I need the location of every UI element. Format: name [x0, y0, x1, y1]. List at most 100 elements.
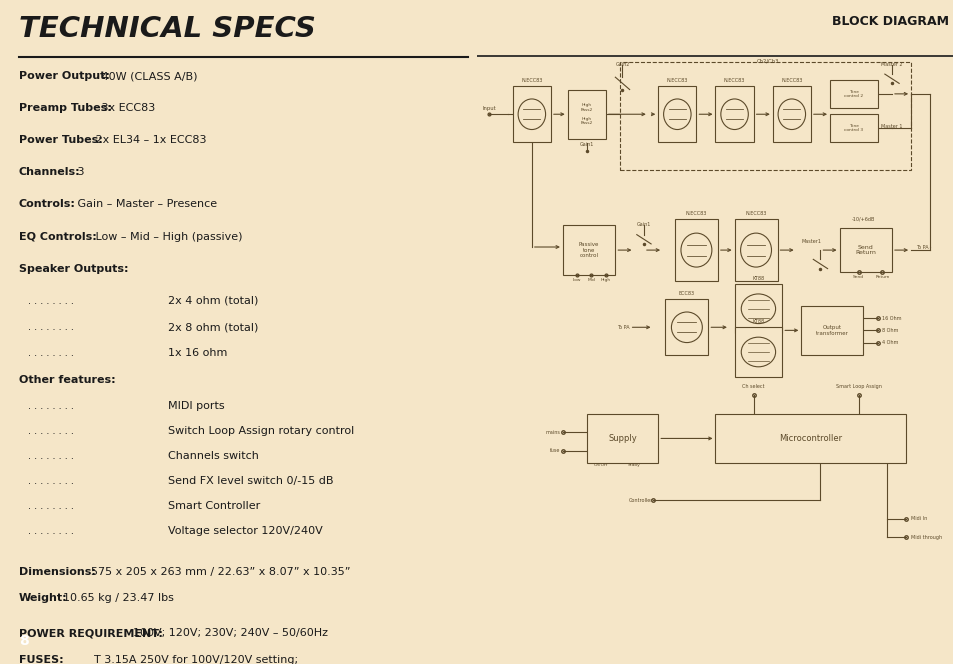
Text: -10/+6dB: -10/+6dB [851, 216, 874, 221]
Text: 2x EL34 – 1x ECC83: 2x EL34 – 1x ECC83 [91, 135, 206, 145]
Text: Switch Loop Assign rotary control: Switch Loop Assign rotary control [169, 426, 355, 436]
Text: Ch select: Ch select [741, 384, 764, 389]
Bar [513, 86, 551, 142]
Text: On/Off: On/Off [594, 463, 607, 467]
Bar [734, 284, 781, 333]
Text: KT88: KT88 [752, 319, 763, 324]
Text: Controls:: Controls: [19, 199, 75, 209]
Text: . . . . . . . .: . . . . . . . . [29, 527, 74, 537]
Text: High
Pass2

High
Pass2: High Pass2 High Pass2 [580, 103, 592, 125]
Bar [829, 114, 877, 142]
Text: 2x 4 ohm (total): 2x 4 ohm (total) [169, 295, 258, 306]
Text: Ch2/Ch3: Ch2/Ch3 [756, 58, 779, 64]
Text: Weight:: Weight: [19, 593, 68, 603]
Text: Low – Mid – High (passive): Low – Mid – High (passive) [91, 232, 242, 242]
Bar [562, 225, 615, 275]
Text: N.ECC83: N.ECC83 [685, 211, 706, 216]
Text: BLOCK DIAGRAM: BLOCK DIAGRAM [831, 15, 948, 29]
Text: Midi In: Midi In [910, 516, 926, 521]
Text: Gain – Master – Presence: Gain – Master – Presence [73, 199, 216, 209]
Text: POWER REQUIREMENT:: POWER REQUIREMENT: [19, 629, 163, 639]
Text: Speaker Outputs:: Speaker Outputs: [19, 264, 129, 274]
Text: . . . . . . . .: . . . . . . . . [29, 501, 74, 511]
Text: 100V; 120V; 230V; 240V – 50/60Hz: 100V; 120V; 230V; 240V – 50/60Hz [133, 629, 328, 639]
Text: High: High [600, 278, 610, 282]
Bar [586, 414, 658, 463]
Text: Voltage selector 120V/240V: Voltage selector 120V/240V [169, 527, 323, 537]
Bar [772, 86, 810, 142]
Text: 8: 8 [19, 633, 29, 648]
Bar [734, 219, 777, 281]
Text: Preamp Tubes:: Preamp Tubes: [19, 103, 112, 113]
Text: . . . . . . . .: . . . . . . . . [29, 452, 74, 461]
Text: Other features:: Other features: [19, 374, 115, 384]
Bar [715, 86, 753, 142]
Text: EQ Controls:: EQ Controls: [19, 232, 96, 242]
Text: 3x ECC83: 3x ECC83 [98, 103, 155, 113]
Ellipse shape [517, 99, 545, 129]
Bar [801, 305, 862, 355]
Ellipse shape [663, 99, 690, 129]
Text: . . . . . . . .: . . . . . . . . [29, 322, 74, 332]
Text: Channels switch: Channels switch [169, 452, 259, 461]
Text: Gain1: Gain1 [578, 142, 594, 147]
Text: T 3.15A 250V for 100V/120V setting;: T 3.15A 250V for 100V/120V setting; [93, 655, 297, 664]
Text: 16 Ohm: 16 Ohm [882, 315, 901, 321]
Text: N.ECC83: N.ECC83 [781, 78, 801, 84]
Text: fuse: fuse [550, 448, 559, 454]
Bar [658, 86, 696, 142]
Ellipse shape [740, 294, 775, 323]
Text: Gain1: Gain1 [636, 222, 651, 227]
Text: 3: 3 [73, 167, 84, 177]
Ellipse shape [720, 99, 747, 129]
Ellipse shape [671, 312, 701, 343]
Text: Send
Return: Send Return [855, 245, 875, 256]
Ellipse shape [778, 99, 804, 129]
Bar [839, 228, 891, 272]
Text: Microcontroller: Microcontroller [779, 434, 841, 443]
Text: Channels:: Channels: [19, 167, 80, 177]
Text: Smart Loop Assign: Smart Loop Assign [835, 384, 881, 389]
Text: Return: Return [874, 275, 889, 279]
Bar [665, 299, 707, 355]
Text: Controller: Controller [628, 498, 653, 503]
Text: . . . . . . . .: . . . . . . . . [29, 349, 74, 359]
Text: Stdby: Stdby [627, 463, 640, 467]
Text: MIDI ports: MIDI ports [169, 401, 225, 411]
Text: Tone
control 2: Tone control 2 [843, 90, 862, 98]
Text: Dimensions:: Dimensions: [19, 567, 95, 577]
Bar [715, 414, 905, 463]
Text: 8 Ohm: 8 Ohm [882, 328, 898, 333]
Text: FUSES:: FUSES: [19, 655, 64, 664]
Text: N.ECC83: N.ECC83 [744, 211, 766, 216]
Text: N.ECC83: N.ECC83 [666, 78, 687, 84]
Text: Smart Controller: Smart Controller [169, 501, 260, 511]
Text: Send: Send [852, 275, 863, 279]
Text: 575 x 205 x 263 mm / 22.63” x 8.07” x 10.35”: 575 x 205 x 263 mm / 22.63” x 8.07” x 10… [91, 567, 351, 577]
Text: Input: Input [481, 106, 496, 111]
Text: 10.65 kg / 23.47 lbs: 10.65 kg / 23.47 lbs [63, 593, 174, 603]
Text: Master1: Master1 [801, 239, 821, 244]
Text: TECHNICAL SPECS: TECHNICAL SPECS [19, 15, 315, 43]
Text: Passive
tone
control: Passive tone control [578, 242, 598, 258]
Bar [674, 219, 717, 281]
Text: . . . . . . . .: . . . . . . . . [29, 295, 74, 306]
Text: . . . . . . . .: . . . . . . . . [29, 401, 74, 411]
Text: Mid: Mid [587, 278, 595, 282]
Text: Supply: Supply [607, 434, 637, 443]
Text: Power Tubes:: Power Tubes: [19, 135, 103, 145]
Text: 2x 8 ohm (total): 2x 8 ohm (total) [169, 322, 258, 332]
Text: N.ECC83: N.ECC83 [520, 78, 542, 84]
Text: To PA: To PA [915, 245, 927, 250]
Ellipse shape [740, 233, 771, 267]
Text: . . . . . . . .: . . . . . . . . [29, 476, 74, 486]
Text: Output
transformer: Output transformer [815, 325, 848, 336]
Ellipse shape [680, 233, 711, 267]
Text: Power Output:: Power Output: [19, 71, 110, 81]
Text: 40W (CLASS A/B): 40W (CLASS A/B) [98, 71, 197, 81]
Bar [619, 62, 910, 170]
Ellipse shape [740, 337, 775, 367]
Text: Master 1: Master 1 [881, 124, 902, 129]
Text: Tone
control 3: Tone control 3 [843, 124, 862, 132]
Text: Master 2: Master 2 [881, 62, 902, 67]
